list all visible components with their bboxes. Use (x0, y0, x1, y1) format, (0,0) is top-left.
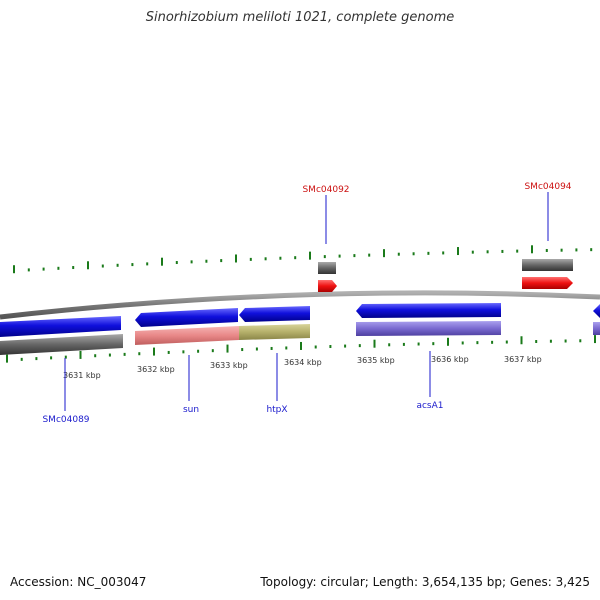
tick-label: 3631 kbp (63, 371, 101, 380)
gene-feature-next-blue[interactable] (593, 304, 600, 318)
tick-label: 3632 kbp (137, 365, 175, 374)
gene-feature-sun-pink[interactable] (135, 326, 239, 345)
map-title: Sinorhizobium meliloti 1021, complete ge… (145, 10, 455, 25)
accession-text: Accession: NC_003047 (10, 575, 147, 589)
gene-feature-acsa1-purple[interactable] (356, 321, 501, 336)
gene-label-smc04092[interactable]: SMc04092 (302, 185, 349, 195)
gene-feature-htpx-blue[interactable] (239, 306, 310, 322)
gene-label-sun[interactable]: sun (183, 405, 199, 415)
gene-label-acsa1[interactable]: acsA1 (416, 401, 443, 411)
gene-feature-smc04089-blue[interactable] (0, 316, 121, 337)
gene-feature-smc04092-gray[interactable] (318, 262, 336, 274)
gene-label-htpx[interactable]: htpX (266, 405, 287, 415)
gene-feature-acsa1-blue[interactable] (356, 303, 501, 318)
genome-stats-text: Topology: circular; Length: 3,654,135 bp… (260, 575, 590, 589)
gene-feature-smc04094-red[interactable] (522, 277, 573, 289)
tick-label: 3634 kbp (284, 358, 322, 367)
tick-label: 3633 kbp (210, 361, 248, 370)
gene-feature-smc04089-gray[interactable] (0, 334, 123, 355)
gene-feature-sun-blue[interactable] (135, 308, 238, 327)
gene-feature-htpx-olive[interactable] (239, 324, 310, 340)
inner-tick-row (6, 335, 596, 363)
gene-label-smc04089[interactable]: SMc04089 (42, 415, 89, 425)
gene-label-smc04094[interactable]: SMc04094 (524, 182, 571, 192)
tick-label: 3637 kbp (504, 355, 542, 364)
genome-backbone (0, 290, 600, 320)
outer-tick-row (13, 245, 593, 274)
gene-feature-next-purple[interactable] (593, 322, 600, 335)
gene-feature-smc04092-red[interactable] (318, 280, 337, 292)
gene-feature-smc04094-gray[interactable] (522, 259, 573, 271)
tick-label: 3636 kbp (431, 355, 469, 364)
tick-label: 3635 kbp (357, 356, 395, 365)
